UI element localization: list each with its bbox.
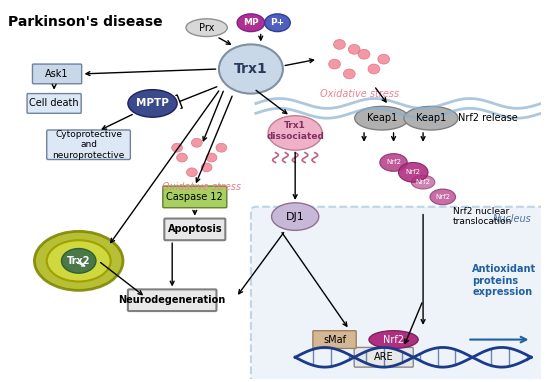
Ellipse shape <box>47 240 111 282</box>
Text: Nrf2: Nrf2 <box>406 169 421 175</box>
Text: Caspase 12: Caspase 12 <box>167 192 223 202</box>
Ellipse shape <box>35 231 123 290</box>
FancyBboxPatch shape <box>163 186 227 208</box>
Ellipse shape <box>358 49 370 59</box>
Ellipse shape <box>186 19 227 37</box>
Ellipse shape <box>355 106 409 130</box>
Text: ARE: ARE <box>374 352 394 362</box>
Ellipse shape <box>369 331 418 348</box>
Text: sMaf: sMaf <box>323 335 346 345</box>
Ellipse shape <box>380 154 408 171</box>
Ellipse shape <box>268 116 322 150</box>
Text: Parkinson's disease: Parkinson's disease <box>8 15 162 29</box>
Ellipse shape <box>219 44 283 94</box>
Text: P+: P+ <box>271 18 284 27</box>
Text: DJ1: DJ1 <box>286 212 305 222</box>
FancyBboxPatch shape <box>313 331 356 348</box>
Text: Nrf2 release: Nrf2 release <box>458 113 517 123</box>
Text: MPTP: MPTP <box>136 99 169 108</box>
Ellipse shape <box>343 69 355 79</box>
Text: Cell death: Cell death <box>29 99 79 108</box>
Ellipse shape <box>191 138 202 147</box>
Text: Neurodegeneration: Neurodegeneration <box>119 295 226 305</box>
Text: Ask1: Ask1 <box>45 69 69 79</box>
Ellipse shape <box>177 153 188 162</box>
FancyBboxPatch shape <box>354 348 413 367</box>
Ellipse shape <box>430 189 455 205</box>
Text: Nrf2: Nrf2 <box>416 179 431 185</box>
Ellipse shape <box>404 106 458 130</box>
Ellipse shape <box>172 143 183 152</box>
Ellipse shape <box>206 153 217 162</box>
Text: Keap1: Keap1 <box>416 113 446 123</box>
Ellipse shape <box>62 249 96 273</box>
Text: Nucleus: Nucleus <box>493 214 531 223</box>
Text: Oxidative stress: Oxidative stress <box>320 89 399 99</box>
Text: Oxidative stress: Oxidative stress <box>162 182 241 192</box>
Ellipse shape <box>399 162 428 182</box>
FancyBboxPatch shape <box>128 290 217 311</box>
Text: Trx1: Trx1 <box>234 62 268 76</box>
Ellipse shape <box>411 175 435 189</box>
FancyBboxPatch shape <box>164 219 225 240</box>
Ellipse shape <box>265 14 290 32</box>
Text: Trx1
dissociated: Trx1 dissociated <box>266 121 324 141</box>
Text: MP: MP <box>243 18 258 27</box>
Text: Cytoprotective
and
neuroprotective: Cytoprotective and neuroprotective <box>52 130 125 160</box>
Text: Nrf2: Nrf2 <box>383 335 404 345</box>
FancyBboxPatch shape <box>32 64 81 84</box>
FancyBboxPatch shape <box>27 94 81 113</box>
Ellipse shape <box>128 90 177 117</box>
Text: Nrf2: Nrf2 <box>435 194 450 200</box>
Ellipse shape <box>333 39 345 49</box>
Ellipse shape <box>329 59 340 69</box>
Ellipse shape <box>348 44 360 54</box>
Ellipse shape <box>69 254 89 268</box>
Text: Trx2: Trx2 <box>67 256 90 266</box>
Text: Prx: Prx <box>199 23 214 33</box>
Ellipse shape <box>186 168 197 177</box>
Ellipse shape <box>272 203 319 230</box>
FancyBboxPatch shape <box>251 207 546 382</box>
Ellipse shape <box>201 163 212 172</box>
Text: Antioxidant
proteins
expression: Antioxidant proteins expression <box>472 264 536 297</box>
Ellipse shape <box>378 54 389 64</box>
Text: Nrf2 nuclear
translocation: Nrf2 nuclear translocation <box>453 207 512 226</box>
Text: Apoptosis: Apoptosis <box>168 224 222 235</box>
Ellipse shape <box>216 143 227 152</box>
Ellipse shape <box>368 64 380 74</box>
Ellipse shape <box>66 254 86 269</box>
Ellipse shape <box>72 253 91 267</box>
Ellipse shape <box>237 14 265 32</box>
FancyBboxPatch shape <box>47 130 130 160</box>
Text: Nrf2: Nrf2 <box>386 159 401 165</box>
Text: Keap1: Keap1 <box>367 113 397 123</box>
